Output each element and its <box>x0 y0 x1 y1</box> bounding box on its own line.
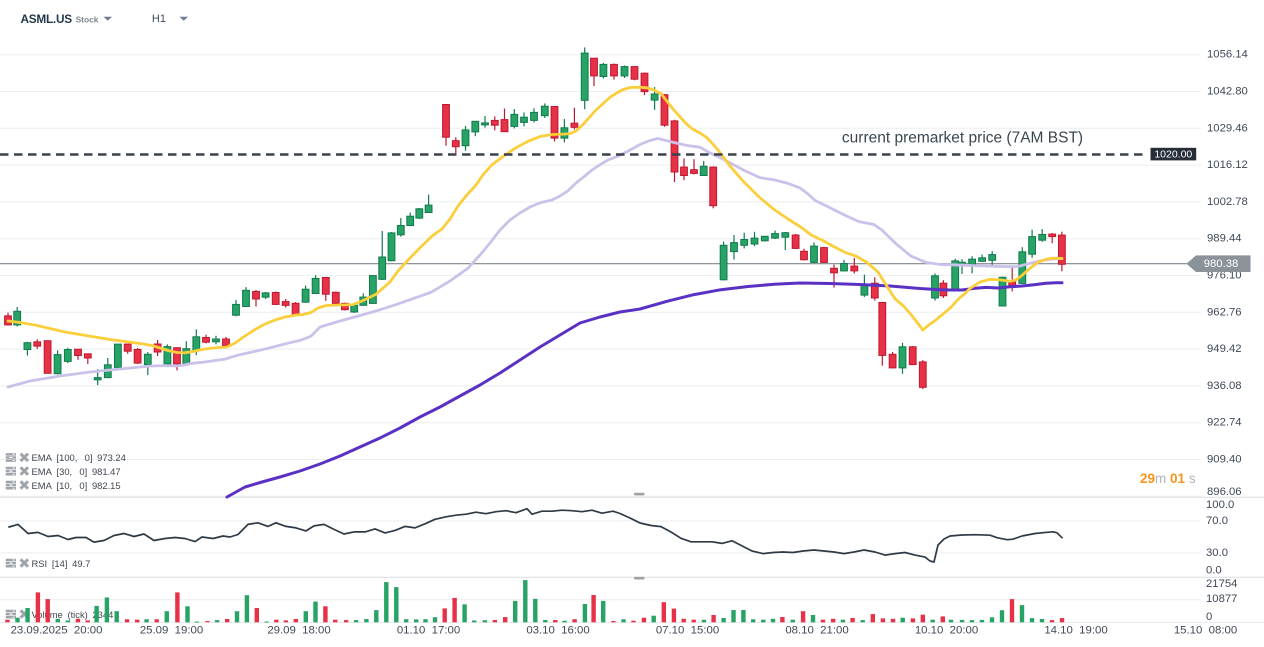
svg-text:1020.00: 1020.00 <box>1154 149 1192 161</box>
svg-text:922.74: 922.74 <box>1207 417 1242 429</box>
svg-text:14.10 19:00: 14.10 19:00 <box>1044 625 1107 637</box>
svg-text:Stock: Stock <box>76 14 99 24</box>
svg-text:10.10 20:00: 10.10 20:00 <box>915 625 978 637</box>
svg-text:ASML.US: ASML.US <box>21 12 73 26</box>
svg-text:936.08: 936.08 <box>1207 380 1242 392</box>
svg-text:70.0: 70.0 <box>1206 515 1228 527</box>
svg-text:H1: H1 <box>152 13 166 25</box>
svg-text:1016.12: 1016.12 <box>1207 159 1248 171</box>
svg-text:100.0: 100.0 <box>1206 499 1234 511</box>
svg-text:03.10 16:00: 03.10 16:00 <box>526 625 589 637</box>
svg-text:RSI [14] 49.7: RSI [14] 49.7 <box>32 558 91 569</box>
svg-text:EMA [100, 0] 973.24: EMA [100, 0] 973.24 <box>32 452 126 463</box>
svg-text:08.10 21:00: 08.10 21:00 <box>785 625 848 637</box>
svg-text:980.38: 980.38 <box>1204 258 1239 270</box>
svg-text:949.42: 949.42 <box>1207 343 1242 355</box>
svg-text:EMA [10, 0] 982.15: EMA [10, 0] 982.15 <box>32 480 121 491</box>
svg-text:21754: 21754 <box>1206 578 1237 590</box>
svg-text:EMA [30, 0] 981.47: EMA [30, 0] 981.47 <box>32 466 121 477</box>
svg-text:current premarket price (7AM B: current premarket price (7AM BST) <box>842 130 1083 147</box>
svg-text:1029.46: 1029.46 <box>1207 122 1248 134</box>
svg-text:1042.80: 1042.80 <box>1207 86 1248 98</box>
svg-text:1056.14: 1056.14 <box>1207 49 1248 61</box>
svg-text:10877: 10877 <box>1206 593 1237 605</box>
svg-text:976.10: 976.10 <box>1207 270 1242 282</box>
svg-text:896.06: 896.06 <box>1207 486 1242 498</box>
svg-text:30.0: 30.0 <box>1206 547 1228 559</box>
svg-text:962.76: 962.76 <box>1207 306 1242 318</box>
svg-text:29m 01 s: 29m 01 s <box>1140 471 1196 486</box>
svg-text:1002.78: 1002.78 <box>1207 196 1248 208</box>
svg-text:23.09.2025 20:00: 23.09.2025 20:00 <box>11 625 103 637</box>
svg-text:01.10 17:00: 01.10 17:00 <box>397 625 460 637</box>
svg-text:25.09 19:00: 25.09 19:00 <box>140 625 203 637</box>
svg-text:15.10 08:00: 15.10 08:00 <box>1174 625 1237 637</box>
svg-text:07.10 15:00: 07.10 15:00 <box>656 625 719 637</box>
svg-text:909.40: 909.40 <box>1207 454 1242 466</box>
svg-text:29.09 18:00: 29.09 18:00 <box>267 625 330 637</box>
svg-text:0.0: 0.0 <box>1206 564 1222 576</box>
svg-text:Volume (tick) 2344: Volume (tick) 2344 <box>32 609 114 620</box>
svg-text:0: 0 <box>1206 611 1212 623</box>
svg-text:989.44: 989.44 <box>1207 233 1242 245</box>
